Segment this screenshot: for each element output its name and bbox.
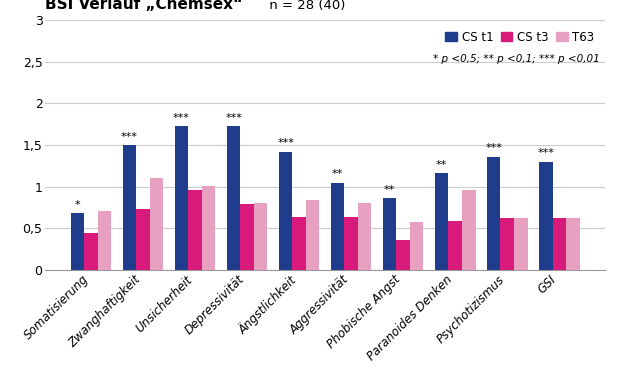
Text: * p <0,5; ** p <0,1; *** p <0,01: * p <0,5; ** p <0,1; *** p <0,01 [433, 54, 600, 64]
Text: ***: *** [121, 132, 138, 142]
Bar [254, 203, 267, 270]
Bar [462, 190, 476, 270]
Bar [552, 218, 566, 270]
Bar [344, 217, 358, 270]
Bar [202, 186, 215, 270]
Bar [566, 218, 580, 270]
Text: **: ** [436, 160, 447, 170]
Bar [123, 145, 136, 270]
Bar [227, 126, 241, 270]
Text: **: ** [332, 169, 343, 179]
Bar [396, 240, 410, 270]
Text: ***: *** [173, 113, 190, 122]
Bar [188, 190, 202, 270]
Bar [331, 183, 344, 270]
Bar [435, 174, 448, 270]
Bar [383, 198, 396, 270]
Bar [358, 203, 371, 270]
Bar [279, 152, 293, 270]
Bar [241, 204, 254, 270]
Text: ***: *** [538, 149, 554, 158]
Bar [514, 218, 528, 270]
Text: *: * [74, 200, 81, 210]
Bar [306, 200, 319, 270]
Bar [84, 232, 98, 270]
Text: **: ** [384, 185, 396, 195]
Bar [500, 218, 514, 270]
Bar [539, 162, 552, 270]
Bar [293, 217, 306, 270]
Bar [150, 178, 163, 270]
Text: ***: *** [485, 143, 502, 153]
Bar [175, 126, 188, 270]
Bar [98, 211, 112, 270]
Bar [136, 209, 150, 270]
Bar [410, 222, 423, 270]
Text: n = 28 (40): n = 28 (40) [265, 0, 346, 12]
Text: ***: *** [225, 113, 242, 122]
Legend: CS t1, CS t3, T63: CS t1, CS t3, T63 [441, 26, 599, 48]
Text: BSI Verlauf „Chemsex“: BSI Verlauf „Chemsex“ [45, 0, 243, 12]
Bar [487, 157, 500, 270]
Text: ***: *** [277, 138, 294, 149]
Bar [448, 221, 462, 270]
Bar [71, 214, 84, 270]
